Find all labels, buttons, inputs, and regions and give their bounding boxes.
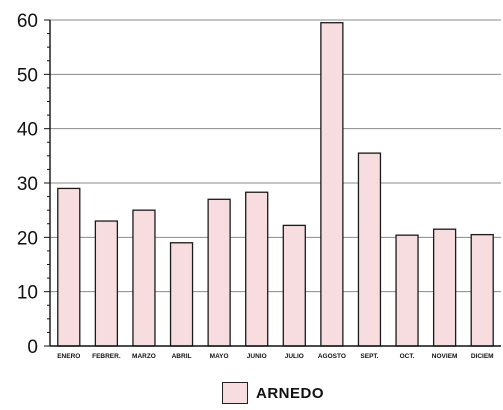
legend-label: ARNEDO [256, 384, 325, 402]
y-tick-label: 50 [17, 65, 38, 86]
y-tick-label: 60 [17, 11, 38, 32]
y-tick-label: 30 [17, 174, 38, 195]
x-tick-label: ENERO [57, 353, 80, 360]
bar-marzo [132, 209, 156, 347]
x-tick-label: DICIEM [471, 353, 494, 360]
x-tick-label: JUNIO [247, 353, 267, 360]
bar-noviem [432, 228, 457, 347]
x-tick-label: MARZO [132, 353, 156, 360]
bar-mayo [207, 198, 231, 347]
y-tick-label: 40 [17, 120, 38, 141]
y-tick-label: 0 [27, 337, 38, 358]
x-tick-label: MAYO [210, 353, 229, 360]
bar-enero [57, 187, 81, 347]
x-tick-label: NOVIEM [432, 353, 458, 360]
bar-abril [169, 242, 194, 347]
legend: ARNEDO [222, 382, 324, 404]
legend-swatch [222, 382, 248, 404]
bar-julio [282, 224, 306, 347]
bar-agosto [320, 22, 344, 347]
bar-sept [357, 152, 382, 347]
y-tick-label: 20 [17, 228, 38, 249]
bar-oct [395, 234, 419, 347]
x-tick-label: ABRIL [172, 353, 192, 360]
bar-junio [245, 191, 269, 347]
x-tick-label: OCT. [400, 353, 415, 360]
x-tick-label: JULIO [285, 353, 304, 360]
bar-diciem [470, 233, 494, 347]
x-tick-label: FEBRER. [92, 353, 121, 360]
bar-febrer [94, 220, 119, 347]
x-tick-label: SEPT. [360, 353, 378, 360]
x-tick-label: AGOSTO [318, 353, 346, 360]
y-tick-label: 10 [17, 283, 38, 304]
